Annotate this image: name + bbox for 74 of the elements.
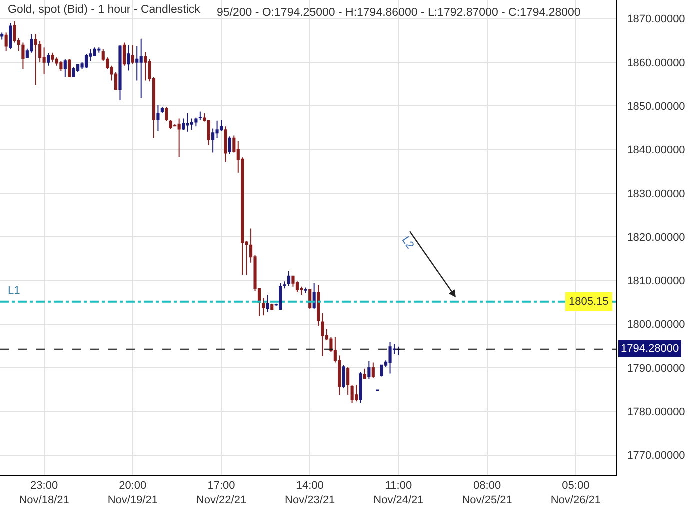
y-tick-label: 1830.00000 bbox=[627, 188, 686, 200]
annotation: 1805.15 bbox=[569, 296, 609, 308]
candlestick bbox=[9, 22, 12, 50]
candlestick bbox=[46, 52, 50, 66]
y-tick-label: 1860.00000 bbox=[627, 57, 686, 70]
candlestick bbox=[368, 360, 371, 380]
y-tick-label: 1850.00000 bbox=[627, 100, 686, 113]
candlestick bbox=[350, 384, 354, 404]
candlestick bbox=[380, 364, 384, 378]
x-tick-label: 20:00 Nov/19/21 bbox=[108, 480, 158, 506]
candlestick bbox=[4, 32, 8, 52]
y-tick-label: 1790.00000 bbox=[627, 362, 686, 375]
candlestick bbox=[165, 106, 168, 122]
candlestick bbox=[22, 42, 25, 70]
candlestick bbox=[279, 282, 282, 310]
x-tick-label: 14:00 Nov/23/21 bbox=[285, 480, 336, 506]
candlestick bbox=[228, 136, 232, 156]
candlestick bbox=[388, 342, 392, 374]
candlestick bbox=[127, 44, 130, 72]
ref-line-label: 1794.28000 bbox=[621, 343, 680, 355]
y-tick-label: 1870.00000 bbox=[627, 14, 686, 26]
candlestick bbox=[68, 58, 72, 78]
candlestick bbox=[363, 368, 366, 380]
candlestick bbox=[169, 120, 172, 130]
x-tick-label: 08:00 Nov/25/21 bbox=[462, 480, 512, 506]
candlestick bbox=[346, 366, 350, 396]
candlestick bbox=[342, 364, 346, 390]
candlestick bbox=[198, 111, 202, 121]
candlestick bbox=[72, 66, 76, 78]
candlestick bbox=[283, 281, 286, 290]
candlestick bbox=[397, 346, 400, 356]
y-tick-label: 1810.00000 bbox=[627, 276, 686, 288]
candlestick bbox=[60, 60, 63, 72]
candlestick bbox=[156, 104, 160, 132]
candlestick bbox=[186, 113, 190, 132]
y-tick-label: 1840.00000 bbox=[627, 144, 686, 157]
x-tick-label: 17:00 Nov/22/21 bbox=[196, 480, 247, 506]
x-tick-label: 11:00 Nov/24/21 bbox=[374, 480, 424, 506]
x-tick-label: 05:00 Nov/26/21 bbox=[550, 480, 601, 506]
candlestick bbox=[178, 118, 181, 158]
candlestick bbox=[359, 371, 362, 404]
candlestick bbox=[287, 271, 291, 286]
annotation: L2 bbox=[399, 234, 416, 252]
y-tick-label: 1820.00000 bbox=[627, 232, 686, 244]
candlestick bbox=[144, 51, 148, 82]
candlestick bbox=[354, 384, 358, 402]
candlestick bbox=[122, 42, 126, 66]
ref-line-label: L1 bbox=[8, 285, 20, 297]
candlestick bbox=[118, 44, 122, 101]
candlestick bbox=[372, 362, 375, 380]
candlestick bbox=[312, 282, 316, 310]
x-tick-label: 23:00 Nov/18/21 bbox=[19, 480, 70, 506]
candlestick bbox=[317, 284, 320, 327]
y-tick-label: 1780.00000 bbox=[627, 406, 686, 419]
candlestick bbox=[51, 52, 54, 63]
candlestick bbox=[194, 117, 198, 128]
candlestick bbox=[224, 126, 228, 162]
candlestick bbox=[321, 312, 324, 357]
candlestick bbox=[34, 34, 38, 86]
y-tick-label: 1770.00000 bbox=[627, 450, 686, 462]
candlestick bbox=[304, 287, 308, 294]
y-tick-label: 1800.00000 bbox=[627, 319, 686, 332]
candlestick bbox=[266, 294, 270, 313]
candlestick bbox=[0, 32, 4, 40]
candlestick bbox=[140, 38, 143, 99]
candlestick bbox=[160, 106, 164, 114]
candlestick bbox=[131, 44, 134, 65]
candlestick bbox=[98, 47, 101, 54]
candlestick bbox=[270, 303, 274, 311]
chart-title: Gold, spot (Bid) - 1 hour - Candlestick bbox=[8, 4, 201, 16]
text: 95/200 - O:1794.25000 - H:1794.86000 - L:1792.87000 - C:1794.28000 bbox=[217, 7, 581, 19]
candlestick bbox=[262, 298, 266, 316]
candlestick bbox=[64, 58, 67, 78]
candlestick bbox=[84, 54, 88, 70]
